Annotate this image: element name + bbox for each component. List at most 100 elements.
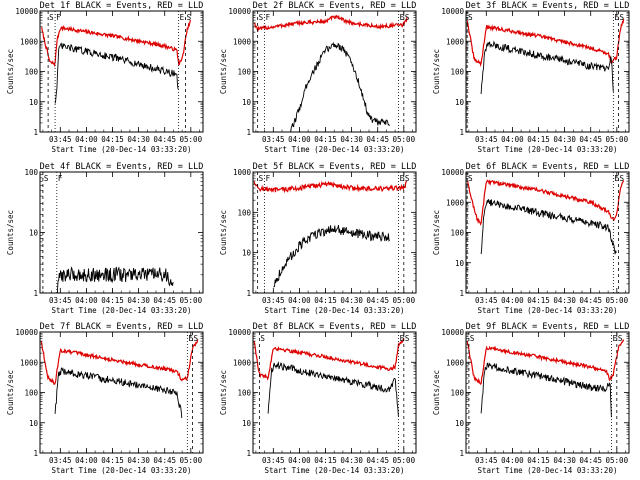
x-tick-label: 05:00 — [606, 296, 629, 305]
plot-frame — [465, 331, 630, 454]
time-marker-label: E — [400, 174, 405, 183]
x-tick-label: 04:45 — [579, 135, 602, 144]
y-axis-label: Counts/sec — [6, 49, 15, 94]
x-tick-label: 03:45 — [475, 135, 498, 144]
time-marker-label: S — [470, 334, 475, 343]
y-axis-label: Counts/sec — [219, 210, 228, 255]
x-tick-label: 05:00 — [606, 456, 629, 465]
y-tick-label: 1 — [246, 289, 251, 298]
y-tick-label: 10 — [455, 419, 465, 428]
x-tick-label: 04:00 — [501, 296, 524, 305]
time-marker-label: E — [400, 334, 405, 343]
time-marker-label: F — [58, 174, 63, 183]
lld-trace — [466, 18, 625, 68]
time-marker-label: S — [468, 174, 473, 183]
y-tick-label: 100 — [237, 68, 251, 77]
y-tick-label: 1 — [33, 289, 38, 298]
events-trace — [480, 199, 617, 255]
y-tick-label: 10000 — [441, 7, 464, 16]
y-tick-label: 1000 — [446, 358, 465, 367]
x-tick-label: 04:30 — [553, 456, 576, 465]
y-tick-label: 100 — [450, 229, 464, 238]
x-tick-label: 04:00 — [501, 135, 524, 144]
panel-title: Det 7f BLACK = Events, RED = LLD — [40, 322, 204, 332]
lld-trace — [40, 339, 199, 385]
lld-trace — [253, 338, 404, 381]
y-tick-label: 1 — [246, 128, 251, 137]
panel-title: Det 9f BLACK = Events, RED = LLD — [466, 322, 630, 332]
time-marker-label: S — [260, 334, 265, 343]
y-tick-label: 1000 — [20, 37, 39, 46]
time-marker-label: F — [56, 13, 61, 22]
x-tick-label: 04:45 — [153, 135, 176, 144]
x-tick-label: 05:00 — [180, 456, 203, 465]
x-axis-label: Start Time (20-Dec-14 03:33:20) — [52, 466, 192, 475]
x-tick-label: 04:45 — [579, 296, 602, 305]
time-marker-label: E — [400, 13, 405, 22]
y-tick-label: 10000 — [228, 328, 251, 337]
y-tick-label: 100 — [237, 389, 251, 398]
x-axis-label: Start Time (20-Dec-14 03:33:20) — [478, 306, 618, 315]
x-tick-label: 04:30 — [340, 456, 363, 465]
plot-frame — [252, 10, 417, 133]
events-trace — [54, 42, 179, 104]
x-tick-label: 04:15 — [527, 456, 550, 465]
time-marker-label: E — [613, 334, 618, 343]
panel-title: Det 4f BLACK = Events, RED = LLD — [40, 162, 204, 172]
y-tick-label: 10 — [455, 98, 465, 107]
time-marker-label: S — [405, 334, 410, 343]
x-tick-label: 04:00 — [288, 456, 311, 465]
time-marker-label: S — [49, 13, 54, 22]
y-tick-label: 10 — [242, 249, 252, 258]
y-tick-label: 10 — [242, 98, 252, 107]
x-tick-label: 03:45 — [262, 456, 285, 465]
panel-title: Det 3f BLACK = Events, RED = LLD — [466, 1, 630, 11]
time-marker-label: S — [620, 174, 625, 183]
time-marker-label: S — [187, 13, 192, 22]
x-tick-label: 03:45 — [475, 456, 498, 465]
x-tick-label: 03:45 — [49, 456, 72, 465]
x-axis-label: Start Time (20-Dec-14 03:33:20) — [265, 306, 405, 315]
y-axis-label: Counts/sec — [6, 210, 15, 255]
y-tick-label: 100 — [237, 208, 251, 217]
panel-title: Det 5f BLACK = Events, RED = LLD — [253, 162, 417, 172]
events-trace — [480, 40, 614, 95]
y-tick-label: 1 — [459, 289, 464, 298]
x-tick-label: 05:00 — [606, 135, 629, 144]
x-tick-label: 03:45 — [262, 296, 285, 305]
events-trace — [56, 266, 174, 294]
panel-title: Det 6f BLACK = Events, RED = LLD — [466, 162, 630, 172]
x-tick-label: 05:00 — [393, 296, 416, 305]
events-trace — [290, 41, 390, 133]
y-axis-label: Counts/sec — [219, 370, 228, 415]
lld-trace — [253, 14, 408, 33]
y-tick-label: 100 — [450, 389, 464, 398]
x-tick-label: 03:45 — [262, 135, 285, 144]
y-tick-label: 10000 — [228, 7, 251, 16]
x-tick-label: 04:00 — [75, 296, 98, 305]
time-marker-label: E — [614, 13, 619, 22]
x-tick-label: 04:00 — [288, 135, 311, 144]
y-tick-label: 1000 — [446, 37, 465, 46]
time-marker-label: F — [266, 174, 271, 183]
y-tick-label: 10 — [29, 419, 39, 428]
lld-trace — [253, 180, 408, 194]
x-tick-label: 04:30 — [127, 135, 150, 144]
y-tick-label: 100 — [24, 389, 38, 398]
events-trace — [267, 361, 399, 417]
y-tick-label: 100 — [450, 68, 464, 77]
time-marker-label: S — [194, 334, 199, 343]
y-tick-label: 1 — [33, 449, 38, 458]
time-marker-label: E — [180, 13, 185, 22]
time-marker-label: E — [188, 334, 193, 343]
time-marker-label: S — [259, 13, 264, 22]
y-tick-label: 10000 — [15, 7, 38, 16]
